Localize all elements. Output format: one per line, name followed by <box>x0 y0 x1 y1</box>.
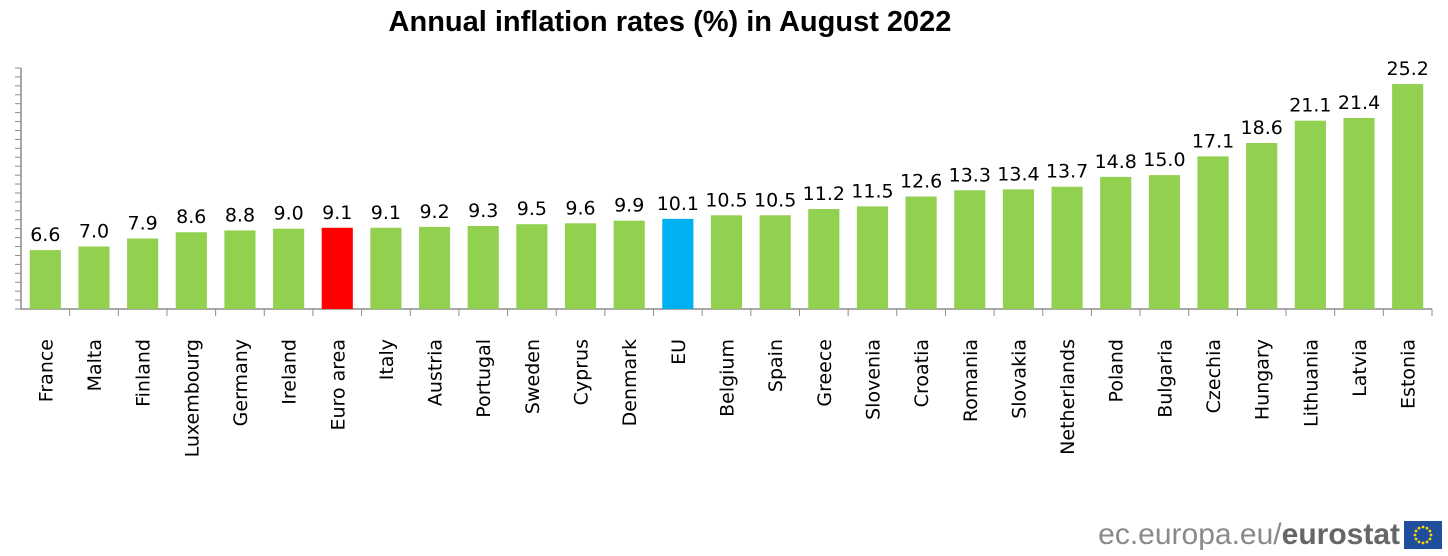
data-label: 21.1 <box>1289 95 1331 117</box>
data-label: 8.6 <box>176 206 206 228</box>
category-label: Spain <box>765 339 787 392</box>
category-label: Czechia <box>1203 339 1225 413</box>
category-label: Austria <box>425 339 447 406</box>
data-label: 15.0 <box>1143 149 1185 171</box>
bar-slovenia <box>856 206 889 309</box>
data-label: 9.1 <box>322 202 352 224</box>
data-label: 9.6 <box>565 197 595 219</box>
data-label: 25.2 <box>1387 58 1429 80</box>
data-label: 6.6 <box>30 224 60 246</box>
category-label: Euro area <box>327 339 349 430</box>
bar-czechia <box>1197 156 1229 309</box>
category-label: Ireland <box>279 339 301 405</box>
category-label: Romania <box>960 339 982 422</box>
category-label: Poland <box>1106 339 1128 402</box>
bar-belgium <box>710 215 743 309</box>
data-label: 13.7 <box>1046 161 1088 183</box>
bar-france <box>29 250 61 309</box>
data-label: 7.0 <box>79 221 109 243</box>
data-label: 11.5 <box>851 180 893 202</box>
category-label: France <box>35 339 57 402</box>
category-label: Denmark <box>619 339 641 426</box>
data-label: 7.9 <box>128 212 158 234</box>
bar-greece <box>808 209 840 309</box>
data-label: 9.5 <box>517 198 547 220</box>
data-label: 9.0 <box>273 203 303 225</box>
chart-title: Annual inflation rates (%) in August 202… <box>388 6 952 38</box>
source-brand: eurostat <box>1281 518 1400 551</box>
data-label: 17.1 <box>1192 130 1234 152</box>
data-label: 18.6 <box>1241 117 1283 139</box>
bar-euro-area <box>321 227 353 309</box>
data-label: 11.2 <box>803 183 845 205</box>
bar-hungary <box>1246 142 1278 309</box>
data-label: 13.4 <box>997 163 1039 185</box>
category-label: Slovenia <box>862 339 884 420</box>
category-label: Italy <box>376 339 398 380</box>
bar-latvia <box>1343 117 1375 309</box>
bar-bulgaria <box>1148 175 1180 309</box>
data-label: 8.8 <box>225 204 255 226</box>
category-label: Slovakia <box>1008 339 1030 419</box>
data-label: 12.6 <box>900 171 942 193</box>
bar-cyprus <box>564 223 597 309</box>
data-label: 9.3 <box>468 200 498 222</box>
bar-croatia <box>905 196 937 309</box>
category-label: Latvia <box>1349 339 1371 397</box>
category-label: Belgium <box>717 339 739 417</box>
bar-finland <box>127 238 159 309</box>
category-label: Luxembourg <box>181 339 203 457</box>
source-prefix: ec.europa.eu/ <box>1098 518 1282 551</box>
bar-luxembourg <box>175 232 207 309</box>
bar-sweden <box>516 224 548 309</box>
category-label: Portugal <box>473 339 495 418</box>
category-label: Malta <box>84 339 106 391</box>
data-label: 9.9 <box>614 195 644 217</box>
data-label: 10.5 <box>754 189 796 211</box>
data-label: 14.8 <box>1095 151 1137 173</box>
bar-denmark <box>613 220 645 309</box>
bar-spain <box>759 215 791 309</box>
bar-ireland <box>273 228 305 309</box>
data-label: 9.1 <box>371 202 401 224</box>
bar-austria <box>418 226 451 309</box>
category-label: Germany <box>230 339 252 426</box>
category-label: Croatia <box>911 339 933 407</box>
category-label: EU <box>668 339 690 365</box>
data-label: 13.3 <box>949 164 991 186</box>
category-label: Lithuania <box>1300 339 1322 427</box>
bar-portugal <box>467 225 499 309</box>
category-label: Bulgaria <box>1154 339 1176 418</box>
category-label: Greece <box>814 339 836 407</box>
bar-estonia <box>1392 84 1424 309</box>
category-label: Cyprus <box>571 339 593 405</box>
bar-malta <box>78 246 110 309</box>
bar-italy <box>370 227 402 309</box>
category-label: Sweden <box>522 339 544 414</box>
category-label: Netherlands <box>1057 339 1079 455</box>
data-label: 10.1 <box>657 193 699 215</box>
data-label: 9.2 <box>419 201 449 223</box>
category-label: Estonia <box>1398 339 1420 409</box>
bar-romania <box>954 190 986 309</box>
bar-germany <box>224 230 256 309</box>
category-label: Finland <box>133 339 155 407</box>
data-label: 10.5 <box>705 189 747 211</box>
bar-eu <box>662 218 694 309</box>
bar-lithuania <box>1294 120 1326 309</box>
data-label: 21.4 <box>1338 92 1380 114</box>
eu-flag-icon <box>1404 521 1442 549</box>
category-label: Hungary <box>1252 339 1274 420</box>
bar-netherlands <box>1051 186 1083 309</box>
source-footer: ec.europa.eu/eurostat <box>1098 518 1442 552</box>
bar-slovakia <box>1002 189 1035 309</box>
bar-poland <box>1100 176 1132 309</box>
